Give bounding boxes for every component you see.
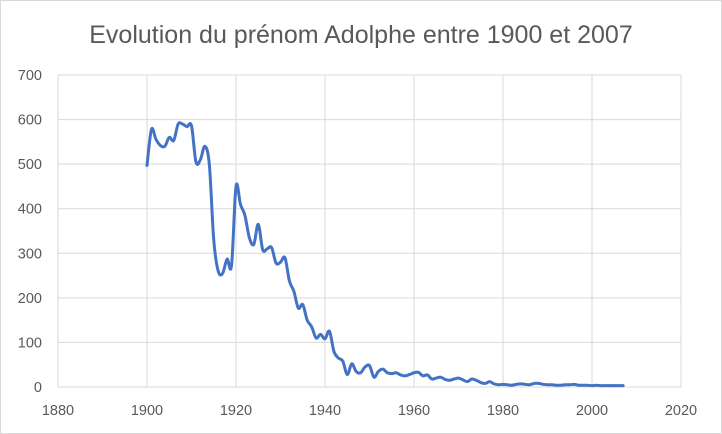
y-tick-label: 200 [18, 291, 42, 307]
grid [57, 74, 682, 388]
x-tick-label: 1920 [220, 403, 252, 419]
x-tick-label: 1980 [487, 403, 519, 419]
chart-title: Evolution du prénom Adolphe entre 1900 e… [89, 21, 632, 49]
y-tick-label: 600 [18, 113, 42, 129]
x-tick-label: 1900 [131, 403, 163, 419]
y-tick-label: 0 [34, 380, 42, 396]
x-tick-label: 1960 [398, 403, 430, 419]
y-tick-label: 100 [18, 335, 42, 351]
y-tick-label: 500 [18, 157, 42, 173]
series-layer [145, 121, 625, 388]
y-tick-label: 400 [18, 202, 42, 218]
x-tick-label: 2000 [576, 403, 608, 419]
x-tick-label: 1940 [309, 403, 341, 419]
series-line [145, 121, 625, 388]
x-tick-label: 2020 [665, 403, 697, 419]
y-tick-label: 700 [18, 68, 42, 84]
y-tick-label: 300 [18, 246, 42, 262]
axis-ticks: 1880 1900 1920 1940 1960 1980 2000 2020 0 100 200 3… [18, 68, 697, 419]
x-tick-label: 1880 [42, 403, 74, 419]
